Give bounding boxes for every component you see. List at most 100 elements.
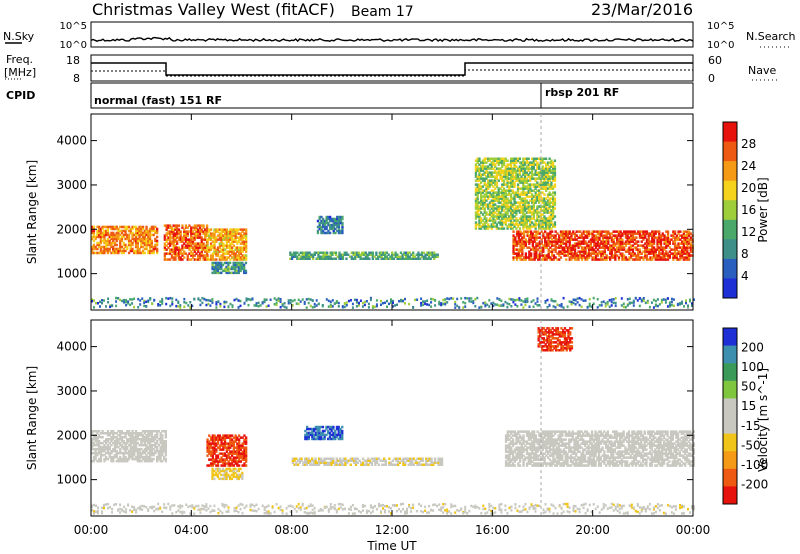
data-cell [681, 236, 684, 239]
data-cell [573, 248, 577, 251]
data-cell [631, 244, 635, 247]
data-cell [547, 250, 550, 253]
data-cell [134, 225, 138, 229]
data-cell [474, 221, 478, 224]
data-cell [138, 235, 141, 239]
data-cell [161, 436, 164, 439]
data-cell [145, 229, 148, 233]
data-cell [131, 449, 134, 453]
data-cell [525, 221, 528, 224]
data-cell [431, 251, 434, 254]
data-cell [650, 301, 653, 304]
data-cell [565, 254, 568, 257]
data-cell [414, 298, 417, 302]
data-cell [301, 257, 304, 260]
data-cell [131, 231, 134, 235]
data-cell [525, 199, 528, 202]
data-cell [514, 303, 517, 306]
data-cell [591, 246, 594, 249]
data-cell [480, 187, 483, 190]
data-cell [438, 302, 441, 306]
data-cell [605, 240, 608, 243]
data-cell [204, 232, 207, 235]
data-cell [208, 450, 211, 453]
data-cell [343, 251, 346, 254]
data-cell [488, 225, 492, 228]
data-cell [572, 232, 575, 235]
data-cell [520, 207, 523, 210]
data-cell [523, 213, 527, 216]
data-cell [129, 449, 132, 453]
data-cell [551, 244, 554, 247]
data-cell [96, 241, 99, 245]
data-cell [513, 211, 516, 214]
data-cell [496, 297, 499, 300]
data-cell [605, 256, 608, 259]
data-cell [485, 189, 488, 192]
data-cell [614, 242, 617, 245]
data-cell [572, 244, 575, 247]
data-cell [384, 253, 387, 256]
data-cell [550, 163, 553, 166]
data-cell [488, 193, 492, 196]
data-cell [159, 300, 162, 303]
data-cell [497, 159, 500, 162]
data-cell [229, 228, 232, 231]
data-cell [593, 244, 596, 247]
data-cell [525, 185, 528, 188]
data-cell [140, 243, 143, 247]
data-cell [511, 177, 514, 180]
data-cell [628, 256, 631, 259]
data-cell [215, 303, 218, 306]
data-cell [682, 256, 685, 259]
data-cell [515, 195, 518, 198]
data-cell [570, 232, 573, 235]
data-cell [169, 304, 172, 308]
data-cell [297, 257, 301, 260]
data-cell [243, 234, 246, 237]
data-cell [548, 175, 551, 178]
data-cell [515, 217, 518, 220]
data-cell [506, 165, 509, 168]
data-cell [120, 249, 124, 253]
data-cell [547, 256, 550, 259]
data-cell [584, 256, 587, 259]
data-cell [229, 246, 232, 249]
data-cell [325, 225, 328, 229]
data-cell [516, 219, 520, 222]
data-cell [209, 299, 212, 302]
data-cell [644, 301, 647, 305]
data-cell [326, 251, 329, 254]
data-cell [502, 193, 506, 196]
data-cell [509, 221, 513, 224]
data-cell [174, 250, 177, 253]
data-cell [631, 238, 635, 241]
data-cell [525, 215, 528, 218]
data-cell [122, 251, 125, 255]
data-cell [98, 449, 101, 453]
data-cell [129, 432, 132, 435]
data-cell [105, 440, 108, 443]
data-cell [197, 244, 200, 247]
data-cell [357, 304, 360, 307]
data-cell [502, 205, 506, 208]
data-cell [110, 451, 113, 455]
data-cell [204, 228, 207, 231]
data-cell [103, 440, 106, 443]
data-cell [216, 230, 220, 233]
data-cell [222, 454, 225, 457]
data-cell [548, 185, 551, 188]
data-cell [510, 298, 513, 301]
data-cell [174, 252, 177, 255]
data-cell [630, 240, 633, 243]
data-cell [110, 459, 113, 463]
data-cell [216, 263, 219, 267]
data-cell [588, 304, 591, 308]
data-cell [119, 229, 122, 233]
data-cell [325, 227, 328, 231]
data-cell [391, 255, 394, 258]
data-cell [481, 173, 485, 176]
data-cell [204, 230, 207, 233]
data-cell [380, 253, 383, 256]
data-cell [98, 440, 101, 443]
